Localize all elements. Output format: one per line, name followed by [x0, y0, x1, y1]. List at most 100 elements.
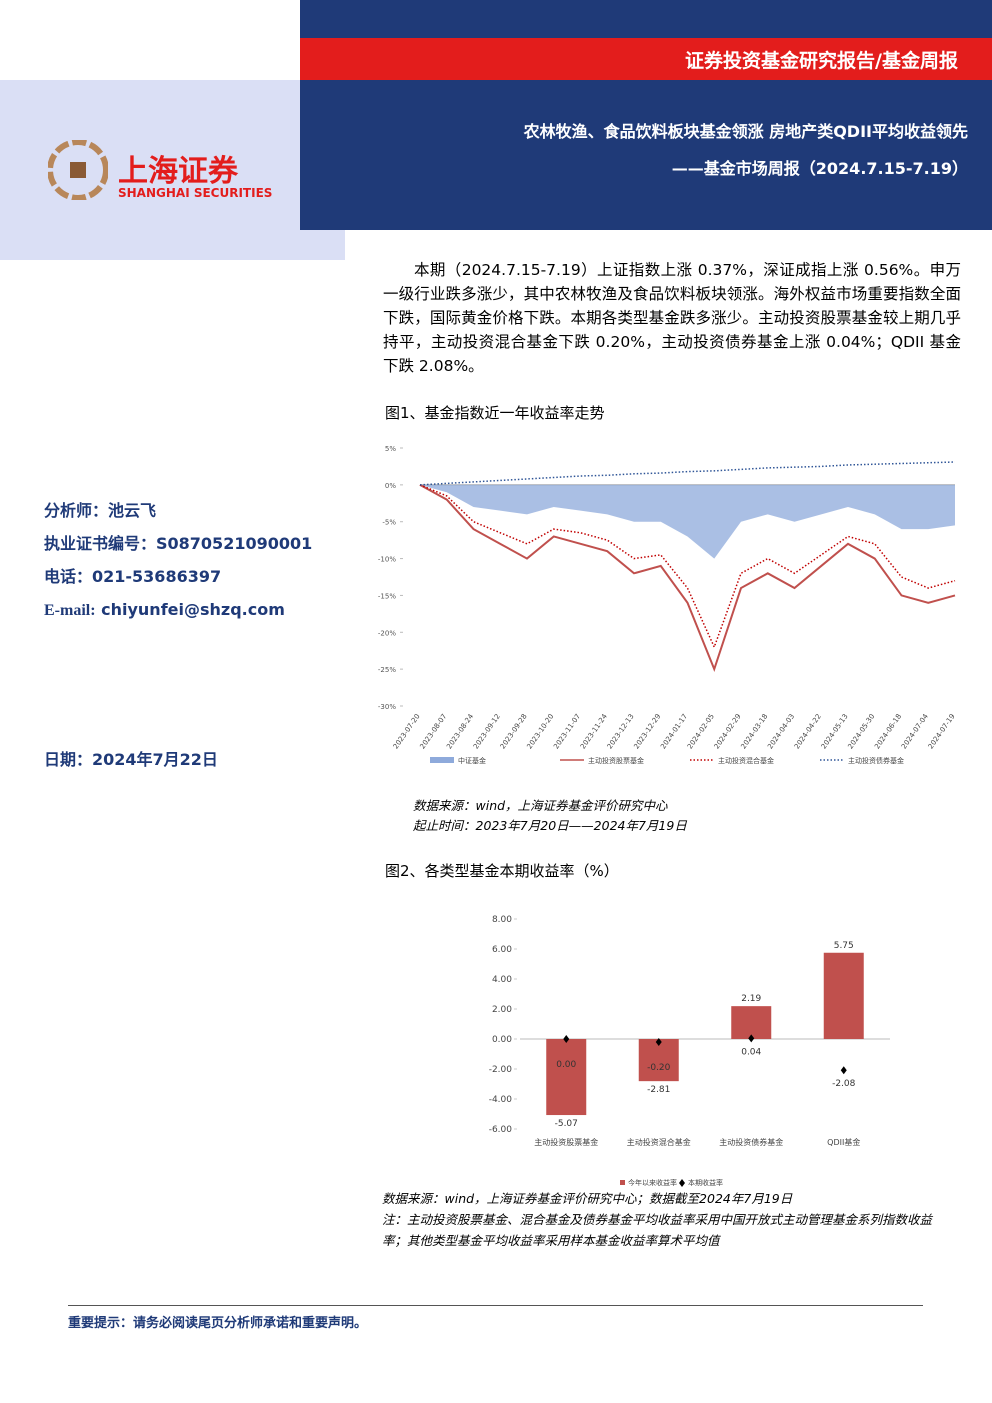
- x-tick-label: 2023-08-24: [445, 712, 475, 750]
- marker-label: 0.00: [556, 1060, 576, 1070]
- marker: [563, 1035, 570, 1043]
- x-tick-label: 2024-02-05: [686, 713, 716, 751]
- phone: 电话：021-53686397: [44, 567, 222, 586]
- logo-english: SHANGHAI SECURITIES: [118, 186, 273, 200]
- marker: [748, 1034, 755, 1043]
- y-tick-label: 2.00: [492, 1005, 512, 1015]
- y-tick-label: 4.00: [492, 975, 512, 985]
- fig2-notes: 数据来源：wind，上海证券基金评价研究中心；数据截至2024年7月19日注：主…: [382, 1188, 942, 1251]
- x-tick-label: 2024-01-17: [659, 713, 689, 751]
- source: 数据来源：wind，上海证券基金评价研究中心；数据截至2024年7月19日: [382, 1191, 793, 1206]
- bar-label: -2.81: [647, 1085, 670, 1095]
- legend-swatch: [679, 1179, 685, 1187]
- x-tick-label: 2023-11-07: [552, 713, 582, 751]
- y-tick-label: -2.00: [489, 1065, 513, 1075]
- bar: [731, 1006, 772, 1039]
- y-tick-label: -10%: [378, 556, 396, 564]
- legend-label: 今年以来收益率: [628, 1178, 677, 1187]
- x-tick-label: 2024-04-22: [793, 713, 823, 751]
- chart-1: 5%0%-5%-10%-15%-20%-25%-30%2023-07-20202…: [378, 445, 957, 765]
- marker-label: -2.08: [832, 1079, 856, 1089]
- analyst: 分析师：池云飞 执业证书编号：S0870521090001 电话：021-536…: [44, 494, 312, 627]
- legend-label: 主动投资混合基金: [718, 756, 774, 765]
- email-address: chiyunfei@shzq.com: [101, 600, 285, 619]
- header-band: [300, 0, 992, 230]
- fig1-notes: 数据来源：wind，上海证券基金评价研究中心起止时间：2023年7月20日——2…: [413, 796, 687, 836]
- y-tick-label: 0%: [385, 482, 396, 490]
- x-tick-label: QDII基金: [827, 1137, 860, 1147]
- bar: [823, 952, 864, 1039]
- legend-swatch: [430, 757, 454, 763]
- date: 日期：2024年7月22日: [44, 750, 218, 769]
- y-tick-label: -30%: [378, 703, 396, 711]
- logo-name: 上海证券: [118, 154, 238, 189]
- marker-label: -0.20: [647, 1063, 671, 1073]
- x-tick-label: 2024-05-13: [820, 713, 850, 751]
- x-tick-label: 2024-04-03: [766, 713, 796, 751]
- line: [419, 483, 956, 673]
- title: 农林牧渔、食品饮料板块基金领涨 房地产类QDII平均收益领先: [523, 122, 968, 141]
- summary: 本期（2024.7.15-7.19）上证指数上涨 0.37%，深证成指上涨 0.…: [383, 261, 961, 375]
- y-tick-label: -5%: [382, 519, 396, 527]
- footer: 重要提示：请务必阅读尾页分析师承诺和重要声明。: [68, 1316, 368, 1331]
- side-panel: [0, 80, 345, 260]
- x-tick-label: 2023-09-12: [472, 713, 502, 751]
- legend-swatch: [620, 1180, 625, 1185]
- bar-label: 5.75: [834, 941, 854, 951]
- logo-icon: [48, 140, 108, 200]
- x-tick-label: 2024-07-19: [927, 713, 957, 751]
- x-tick-label: 主动投资债券基金: [719, 1137, 783, 1147]
- legend-label: 主动投资股票基金: [588, 756, 644, 765]
- x-tick-label: 主动投资混合基金: [627, 1137, 691, 1147]
- area: [420, 484, 955, 559]
- legend-label: 本期收益率: [688, 1178, 723, 1187]
- y-tick-label: -15%: [378, 592, 396, 600]
- subtitle: ——基金市场周报（2024.7.15-7.19）: [671, 159, 968, 178]
- bar-label: -5.07: [555, 1119, 578, 1129]
- marker: [655, 1038, 662, 1046]
- license: 执业证书编号：S0870521090001: [44, 534, 313, 553]
- x-tick-label: 2023-09-28: [499, 713, 529, 751]
- x-tick-label: 2023-07-20: [392, 713, 422, 751]
- legend-label: 主动投资债券基金: [848, 756, 904, 765]
- y-tick-label: 0.00: [492, 1035, 512, 1045]
- x-tick-label: 2023-12-29: [632, 713, 662, 751]
- band-text: 证券投资基金研究报告/基金周报: [685, 50, 958, 72]
- x-tick-label: 2023-08-07: [418, 713, 448, 751]
- x-tick-label: 2024-03-18: [739, 713, 769, 751]
- chart-2: 8.00 6.00 4.00 2.00 0.00 -2.00 -4.00 -6.00 主动投资股…: [489, 915, 890, 1187]
- y-tick-label: -6.00: [489, 1125, 513, 1135]
- y-tick-label: -25%: [378, 666, 396, 674]
- y-tick-label: -4.00: [489, 1095, 513, 1105]
- footer-rule: [68, 1305, 923, 1306]
- period: 起止时间：2023年7月20日——2024年7月19日: [413, 818, 687, 833]
- fig2-caption: 图2、各类型基金本期收益率（%）: [385, 862, 619, 880]
- marker: [840, 1066, 847, 1075]
- x-tick-label: 2024-06-18: [873, 713, 903, 751]
- y-tick-label: -20%: [378, 629, 396, 637]
- note: 注：主动投资股票基金、混合基金及债券基金平均收益率采用中国开放式主动管理基金系列…: [382, 1212, 933, 1248]
- bar: [546, 1039, 587, 1116]
- red-band: [300, 38, 992, 80]
- source: 数据来源：wind，上海证券基金评价研究中心: [413, 798, 668, 813]
- email-label: E-mail:: [44, 602, 96, 619]
- analyst-name: 分析师：池云飞: [44, 501, 157, 520]
- x-tick-label: 2024-07-04: [900, 712, 930, 750]
- x-tick-label: 2024-05-30: [846, 713, 876, 751]
- x-tick-label: 2023-11-24: [579, 712, 609, 750]
- bar-label: 2.19: [741, 994, 761, 1004]
- x-tick-label: 2023-10-20: [525, 713, 555, 751]
- line: [419, 484, 956, 650]
- y-tick-label: 8.00: [492, 915, 512, 925]
- x-tick-label: 2023-12-13: [606, 713, 636, 751]
- legend-label: 中证基金: [458, 756, 486, 765]
- line: [419, 461, 956, 486]
- x-tick-label: 主动投资股票基金: [534, 1137, 598, 1147]
- email: E-mail: chiyunfei@shzq.com: [44, 593, 312, 627]
- y-tick-label: 6.00: [492, 945, 512, 955]
- bar: [638, 1039, 679, 1082]
- y-tick-label: 5%: [385, 445, 396, 453]
- fig1-caption: 图1、基金指数近一年收益率走势: [385, 404, 605, 422]
- marker-label: 0.04: [741, 1047, 761, 1057]
